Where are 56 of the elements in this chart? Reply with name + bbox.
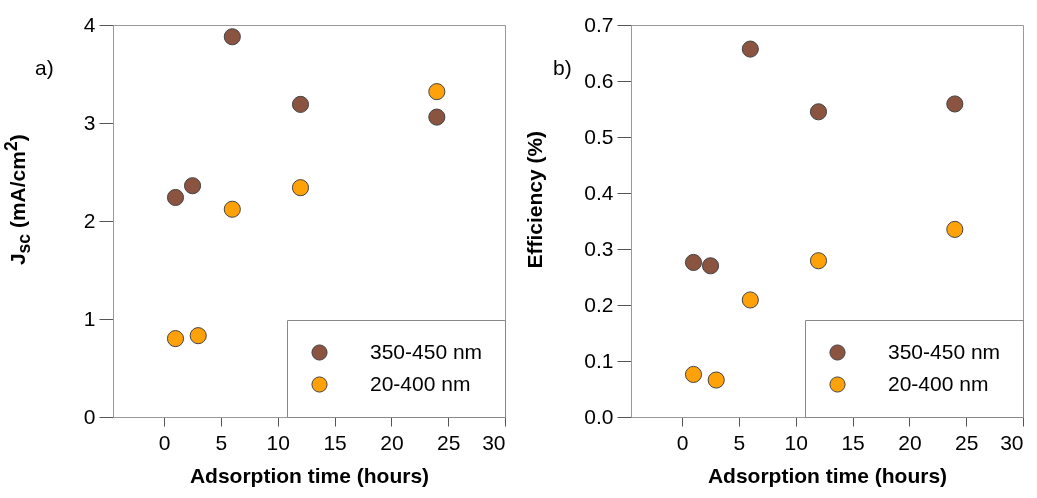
legend-label: 350-450 nm [888,339,1001,363]
point [946,220,964,238]
y-tick-label: 0.7 [584,12,614,36]
x-tick-label: 30 [482,430,506,454]
point [428,108,446,126]
x-tick-label: 15 [323,430,347,454]
y-tick-label: 0.5 [584,124,614,148]
y-tick-label: 0.0 [584,404,614,428]
x-tick-label: 20 [380,430,404,454]
y-tick-label: 0.1 [584,348,614,372]
point [741,40,759,58]
legend-label: 350-450 nm [370,339,483,363]
x-tick-label: 5 [733,430,746,454]
x-tick-label: 30 [1000,430,1024,454]
point [684,365,703,383]
text: b) [553,56,572,79]
point [707,371,725,389]
point [291,179,310,197]
y-tick-label: 1 [83,306,96,330]
y-tick-label: 0.6 [584,68,614,92]
y-tick-label: 4 [83,12,96,36]
y-axis-title: Efficiency (%) [522,131,548,269]
x-tick-label: 0 [676,430,689,454]
x-tick-label: 10 [266,430,290,454]
point [684,253,703,271]
point [809,252,828,270]
point [166,188,185,207]
point [166,330,185,348]
y-tick-label: 0 [83,404,96,428]
point [701,257,720,275]
x-tick-label: 10 [784,430,808,454]
x-tick-label: 25 [437,430,461,454]
text: a) [35,56,54,79]
x-axis-title: Adsorption time (hours) [707,463,948,487]
x-tick-label: 25 [955,430,979,454]
y-tick-label: 0.2 [584,292,614,316]
point [809,103,828,121]
y-tick-label: 3 [83,110,96,134]
point [189,327,207,345]
y-tick-label: 0.3 [584,236,614,260]
point [946,95,964,113]
legend-label: 20-400 nm [370,371,471,395]
legend-label: 20-400 nm [888,371,989,395]
point [183,177,202,195]
point [741,291,759,309]
point [223,28,241,46]
point [291,95,310,113]
point [428,83,446,101]
x-tick-label: 15 [841,430,865,454]
x-tick-label: 20 [898,430,922,454]
x-axis-title: Adsorption time (hours) [189,463,430,487]
point [223,200,241,218]
y-tick-label: 0.4 [584,180,614,204]
x-tick-label: 0 [158,430,171,454]
y-tick-label: 2 [83,208,96,232]
x-tick-label: 5 [215,430,228,454]
